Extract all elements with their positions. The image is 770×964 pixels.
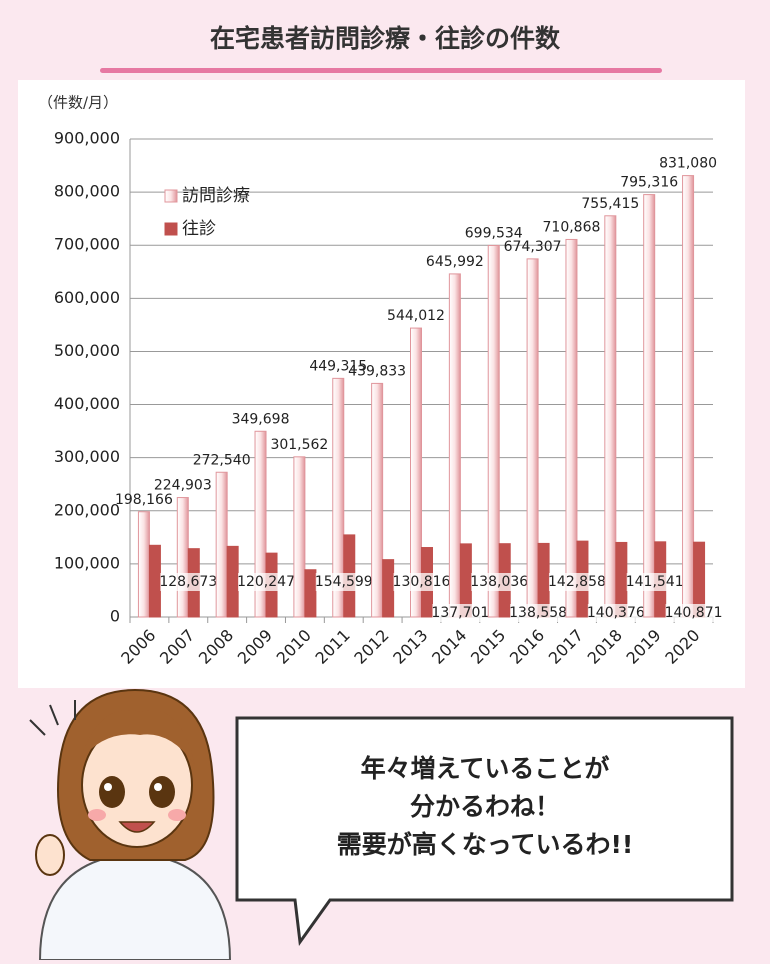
bar — [682, 175, 695, 618]
bar — [448, 273, 461, 618]
y-tick-label: 400,000 — [54, 394, 120, 413]
y-tick-label: 700,000 — [54, 235, 120, 254]
message-line: 年々増えていることが — [361, 754, 610, 783]
bar — [604, 215, 617, 618]
y-tick-label: 900,000 — [54, 129, 120, 148]
y-tick-label: 600,000 — [54, 288, 120, 307]
data-label: 755,415 — [581, 196, 639, 212]
bar — [565, 238, 578, 618]
data-label-bg — [548, 573, 605, 591]
data-label-bg — [510, 604, 567, 622]
data-label: 140,376 — [587, 605, 645, 621]
data-label-bg — [432, 604, 489, 622]
bar — [643, 194, 656, 618]
data-label-bg — [626, 573, 683, 591]
data-label-bg — [315, 573, 372, 591]
legend-label: 往診 — [182, 219, 216, 239]
y-tick-label: 0 — [110, 607, 120, 626]
data-label: 674,307 — [504, 239, 562, 255]
legend-label: 訪問診療 — [182, 186, 250, 206]
bar — [371, 382, 384, 618]
data-label: 138,036 — [470, 574, 528, 590]
message-line: 需要が高くなっているわ!! — [337, 830, 634, 859]
data-label: 272,540 — [193, 452, 251, 468]
data-label: 449,315 — [309, 358, 367, 374]
bar — [215, 471, 228, 618]
bar — [176, 497, 189, 618]
y-tick-label: 800,000 — [54, 182, 120, 201]
data-label: 137,701 — [431, 605, 489, 621]
data-label: 301,562 — [270, 437, 328, 453]
y-tick-label: 300,000 — [54, 447, 120, 466]
data-label: 349,698 — [232, 411, 290, 427]
data-label-bg — [393, 573, 450, 591]
bar — [254, 430, 267, 618]
data-label-bg — [665, 604, 722, 622]
data-label: 831,080 — [659, 156, 717, 172]
bar — [137, 511, 150, 618]
data-label: 130,816 — [393, 574, 451, 590]
title-underline — [100, 68, 662, 73]
data-label: 128,673 — [159, 574, 217, 590]
bar — [410, 327, 422, 618]
data-label: 710,868 — [543, 219, 601, 235]
data-label: 795,316 — [620, 175, 678, 191]
data-label-bg — [587, 604, 644, 622]
bar — [487, 244, 500, 618]
message-line: 分かるわね！ — [410, 792, 560, 821]
y-tick-label: 500,000 — [54, 341, 120, 360]
y-tick-label: 200,000 — [54, 500, 120, 519]
speech-bubble — [235, 716, 734, 947]
bar — [304, 569, 317, 618]
data-label: 224,903 — [154, 478, 212, 494]
data-label: 198,166 — [115, 492, 173, 508]
data-label: 138,558 — [509, 605, 567, 621]
legend-swatch — [164, 222, 178, 236]
data-label: 544,012 — [387, 308, 445, 324]
y-tick-label: 100,000 — [54, 553, 120, 572]
data-label: 140,871 — [665, 605, 723, 621]
character — [29, 688, 232, 961]
bar — [332, 377, 345, 618]
data-label: 699,534 — [465, 225, 523, 241]
data-label: 142,858 — [548, 574, 606, 590]
bar — [526, 258, 539, 618]
data-label: 645,992 — [426, 254, 484, 270]
bar — [293, 456, 306, 618]
data-label: 141,541 — [626, 574, 684, 590]
legend-swatch — [164, 189, 178, 203]
data-label: 154,599 — [315, 574, 373, 590]
data-label-bg — [471, 573, 528, 591]
data-label-bg — [238, 573, 295, 591]
y-axis-unit: （件数/月） — [38, 94, 118, 112]
data-label: 439,833 — [348, 363, 406, 379]
title: 在宅患者訪問診療・往診の件数 — [210, 24, 561, 53]
data-label-bg — [160, 573, 217, 591]
data-label: 120,247 — [237, 574, 295, 590]
